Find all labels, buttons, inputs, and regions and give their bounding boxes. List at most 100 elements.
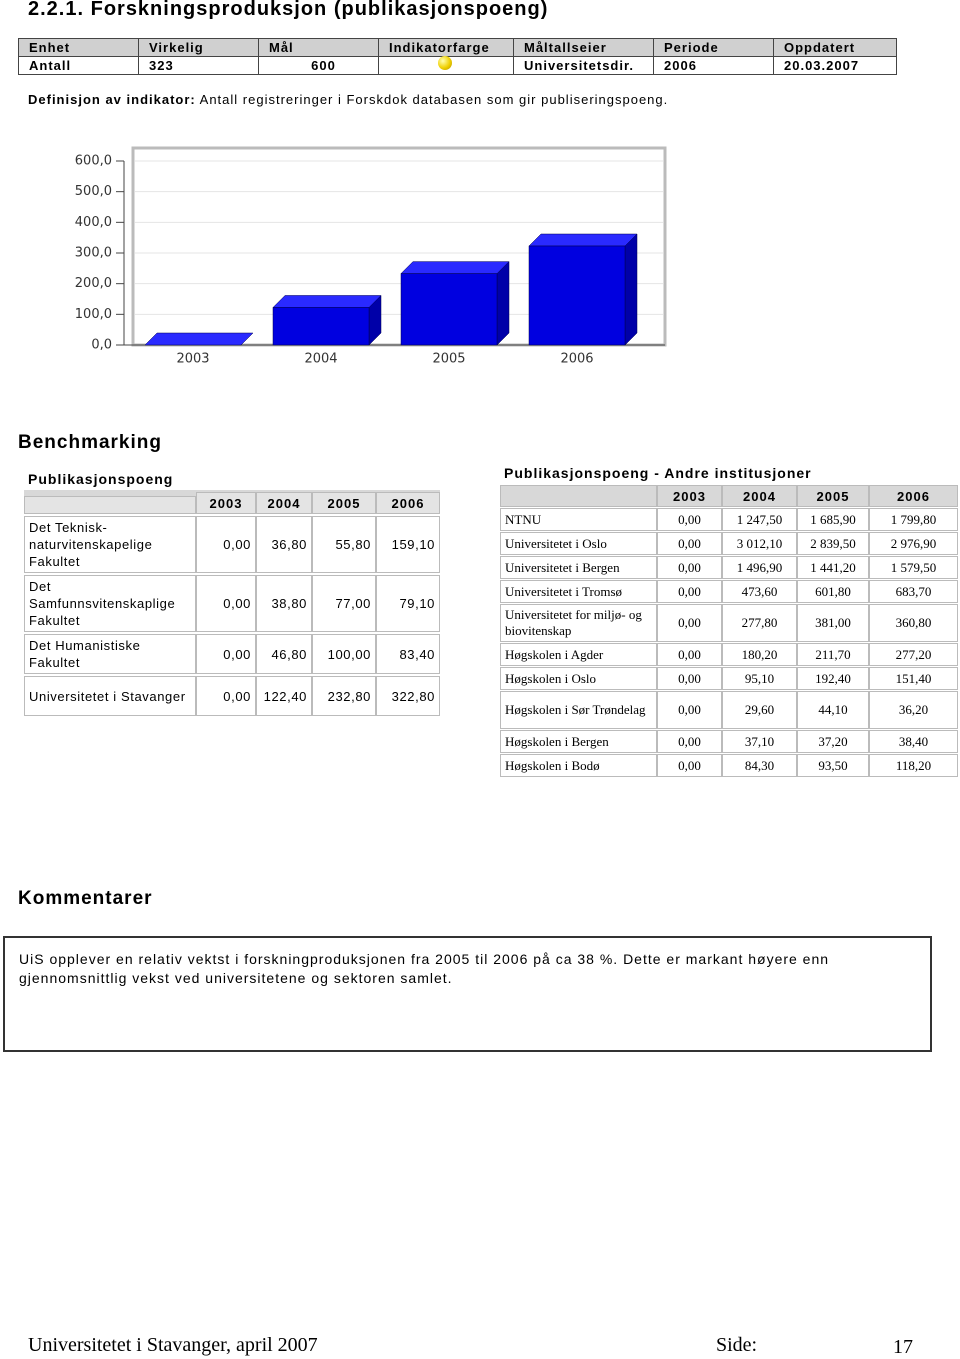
value-cell: 192,40 <box>797 667 869 690</box>
value-cell: 1 247,50 <box>722 508 797 531</box>
header-cell <box>500 485 657 507</box>
value-cell: 1 799,80 <box>869 508 958 531</box>
value-cell: 0,00 <box>196 676 256 716</box>
year-header: 2003 <box>657 485 722 507</box>
row-name serif: Høgskolen i Bergen <box>500 730 657 753</box>
value-cell: 37,10 <box>722 730 797 753</box>
value-cell: 0,00 <box>657 556 722 579</box>
value-cell: 1 685,90 <box>797 508 869 531</box>
value-cell: 84,30 <box>722 754 797 777</box>
comment-text: UiS opplever en relativ vektst i forskni… <box>19 951 830 986</box>
value-cell: 159,10 <box>376 516 440 573</box>
definition-text: Antall registreringer i Forskdok databas… <box>199 92 669 107</box>
page-title: 2.2.1. Forskningsproduksjon (publikasjon… <box>28 0 549 20</box>
value-cell: 46,80 <box>256 634 312 674</box>
bar-top <box>400 261 510 274</box>
data-cell: 323 <box>138 56 259 75</box>
x-tick-label: 2004 <box>304 352 337 367</box>
chart: 0,0 100,0 200,0 300,0 400,0 500,0 600,0 2003 200… <box>75 146 667 367</box>
value-cell: 77,00 <box>312 575 376 632</box>
value-cell: 0,00 <box>657 691 722 729</box>
value-cell: 36,20 <box>869 691 958 729</box>
data-cell: 20.03.2007 <box>773 56 897 75</box>
footer-side: Side: <box>716 1334 758 1356</box>
value-cell: 0,00 <box>657 667 722 690</box>
footer-page: 17 <box>893 1336 913 1358</box>
bar-side <box>496 261 510 346</box>
value-cell: 37,20 <box>797 730 869 753</box>
header-cell <box>24 496 196 514</box>
row-name serif: Høgskolen i Oslo <box>500 667 657 690</box>
definition: Definisjon av indikator: Antall registre… <box>28 92 668 107</box>
value-cell: 44,10 <box>797 691 869 729</box>
value-cell: 36,80 <box>256 516 312 573</box>
value-cell: 55,80 <box>312 516 376 573</box>
value-cell: 118,20 <box>869 754 958 777</box>
y-tick-label: 500,0 <box>75 184 112 199</box>
value-cell: 0,00 <box>657 730 722 753</box>
value-cell: 100,00 <box>312 634 376 674</box>
row-name serif: Universitetet i Oslo <box>500 532 657 555</box>
header-cell: Periode <box>653 38 774 57</box>
value-cell: 2 976,90 <box>869 532 958 555</box>
row-name serif: NTNU <box>500 508 657 531</box>
header-cell: Indikatorfarge <box>378 38 514 57</box>
value-cell: 0,00 <box>657 532 722 555</box>
x-tick-label: 2003 <box>176 352 209 367</box>
value-cell: 0,00 <box>657 604 722 642</box>
bar-side <box>624 233 638 346</box>
value-cell: 277,80 <box>722 604 797 642</box>
y-tick-label: 0,0 <box>91 338 112 353</box>
row-name serif: Høgskolen i Agder <box>500 643 657 666</box>
row-name: Det Teknisk-naturvitenskapelige Fakultet <box>24 516 196 573</box>
year-header: 2006 <box>376 492 440 514</box>
value-cell: 95,10 <box>722 667 797 690</box>
value-cell: 1 441,20 <box>797 556 869 579</box>
data-cell: Universitetsdir. <box>513 56 654 75</box>
value-cell: 0,00 <box>657 580 722 603</box>
value-cell: 0,00 <box>657 508 722 531</box>
y-tick-label: 100,0 <box>75 307 112 322</box>
value-cell: 38,80 <box>256 575 312 632</box>
bar-top <box>272 295 382 308</box>
section-heading: Kommentarer <box>18 888 153 909</box>
x-tick-label: 2005 <box>432 352 465 367</box>
value-cell: 360,80 <box>869 604 958 642</box>
comment-box: UiS opplever en relativ vektst i forskni… <box>3 936 932 1052</box>
value-cell: 1 579,50 <box>869 556 958 579</box>
table-title: Publikasjonspoeng <box>28 471 174 487</box>
year-header: 2004 <box>722 485 797 507</box>
bar-top <box>144 332 254 346</box>
row-name: Universitetet i Stavanger <box>24 676 196 716</box>
header-cell: Oppdatert <box>773 38 897 57</box>
x-tick-label: 2006 <box>560 352 593 367</box>
bar <box>272 307 370 346</box>
value-cell: 683,70 <box>869 580 958 603</box>
value-cell: 2 839,50 <box>797 532 869 555</box>
value-cell: 180,20 <box>722 643 797 666</box>
table-title: Publikasjonspoeng - Andre institusjoner <box>504 465 812 481</box>
row-name: Det Humanistiske Fakultet <box>24 634 196 674</box>
y-tick-label: 400,0 <box>75 215 112 230</box>
value-cell: 1 496,90 <box>722 556 797 579</box>
data-cell: 600 <box>258 56 379 75</box>
year-header: 2006 <box>869 485 958 507</box>
value-cell: 322,80 <box>376 676 440 716</box>
row-name serif: Universitetet i Bergen <box>500 556 657 579</box>
value-cell: 122,40 <box>256 676 312 716</box>
year-header: 2005 <box>312 492 376 514</box>
value-cell: 93,50 <box>797 754 869 777</box>
value-cell: 151,40 <box>869 667 958 690</box>
header-cell: Virkelig <box>138 38 259 57</box>
indicator-icon <box>438 56 452 70</box>
data-cell: Antall <box>18 56 139 75</box>
footer-left: Universitetet i Stavanger, april 2007 <box>28 1334 318 1356</box>
bar <box>528 245 626 346</box>
value-cell: 0,00 <box>196 516 256 573</box>
value-cell: 601,80 <box>797 580 869 603</box>
section-heading: Benchmarking <box>18 432 162 453</box>
value-cell: 232,80 <box>312 676 376 716</box>
bar <box>400 273 498 346</box>
value-cell: 0,00 <box>657 643 722 666</box>
